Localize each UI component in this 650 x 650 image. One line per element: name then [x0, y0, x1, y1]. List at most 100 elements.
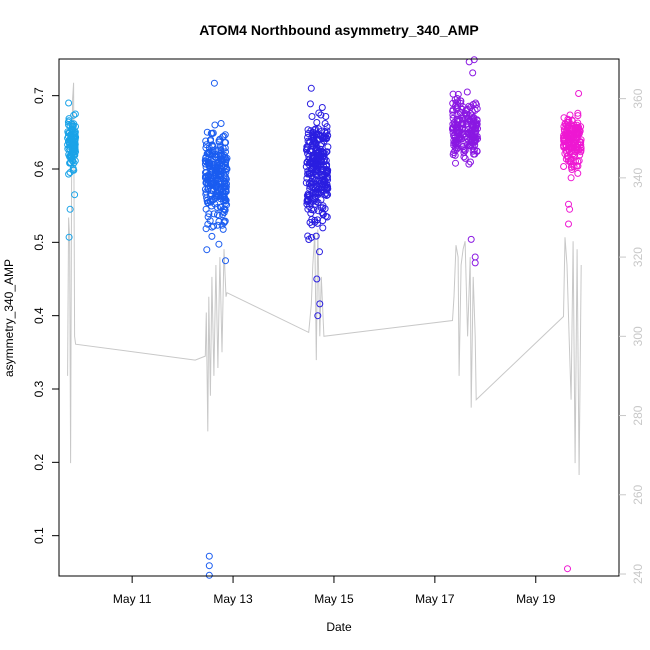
data-point	[208, 232, 216, 240]
data-point	[305, 170, 313, 178]
data-point	[221, 177, 229, 185]
data-point	[212, 150, 219, 158]
data-point	[458, 135, 466, 143]
data-point	[316, 248, 323, 256]
data-point	[206, 176, 214, 183]
data-point	[307, 127, 315, 135]
data-point-outlier	[567, 174, 575, 182]
data-point	[69, 126, 77, 133]
data-point	[461, 109, 469, 117]
data-point	[222, 197, 230, 205]
data-point	[321, 120, 329, 127]
data-point	[208, 177, 215, 185]
data-point	[314, 154, 322, 162]
data-point	[568, 161, 576, 169]
x-tick-label: May 17	[415, 592, 455, 606]
data-point	[215, 166, 223, 174]
data-point	[312, 156, 320, 164]
x-tick-label: May 13	[213, 592, 253, 606]
data-point	[576, 127, 584, 135]
data-point	[564, 123, 572, 131]
data-point	[70, 150, 78, 158]
data-point	[211, 121, 219, 129]
y-tick-label: 0.1	[32, 527, 46, 544]
data-point	[208, 141, 216, 149]
data-point	[65, 170, 73, 178]
data-point	[314, 207, 322, 215]
data-point	[309, 134, 317, 142]
data-point	[570, 163, 578, 171]
data-point	[65, 117, 73, 125]
series-5	[560, 90, 585, 573]
data-point-outlier	[222, 257, 229, 265]
data-point	[574, 169, 582, 177]
y-tick-label: 0.4	[32, 307, 46, 324]
y2-tick-label: 300	[631, 326, 645, 346]
data-point	[460, 153, 468, 161]
data-point	[449, 124, 457, 132]
data-point	[560, 137, 568, 145]
data-point	[202, 169, 209, 177]
series-2	[201, 79, 231, 579]
data-point	[461, 130, 469, 138]
data-point-outlier	[71, 191, 79, 199]
data-point	[65, 121, 72, 129]
data-point	[452, 159, 459, 167]
data-point	[449, 107, 457, 115]
data-point	[308, 113, 316, 120]
y-tick-label: 0.5	[32, 234, 46, 251]
data-point	[319, 224, 327, 232]
data-point	[308, 206, 316, 214]
data-point	[457, 97, 465, 105]
data-point-outlier	[307, 84, 315, 92]
data-point	[69, 166, 77, 174]
data-point-outlier	[65, 99, 73, 107]
data-point	[204, 213, 212, 221]
data-point	[460, 146, 468, 154]
data-point	[214, 221, 222, 229]
data-point	[568, 117, 576, 125]
data-point	[222, 159, 229, 167]
data-point	[322, 113, 330, 120]
data-point	[465, 160, 473, 168]
data-point	[203, 150, 211, 158]
series-1	[64, 99, 80, 241]
chart-title: ATOM4 Northbound asymmetry_340_AMP	[199, 22, 479, 38]
data-point	[217, 120, 225, 127]
data-point-outlier	[205, 562, 213, 570]
data-point	[471, 150, 479, 158]
data-point	[464, 117, 472, 125]
data-point	[222, 174, 230, 182]
data-point	[569, 138, 577, 146]
data-point	[575, 146, 583, 154]
data-point	[323, 184, 330, 192]
data-point-outlier	[205, 552, 213, 560]
data-point-outlier	[470, 56, 478, 64]
data-point	[220, 209, 228, 216]
data-point	[219, 225, 227, 233]
data-point	[312, 232, 320, 240]
data-point	[470, 130, 478, 138]
data-point	[564, 139, 572, 146]
y-tick-label: 0.2	[32, 454, 46, 471]
data-point	[453, 125, 460, 133]
y-tick-label: 0.6	[32, 160, 46, 177]
y2-tick-label: 320	[631, 247, 645, 267]
data-point	[569, 150, 577, 158]
data-point	[210, 160, 218, 168]
data-point	[202, 137, 210, 145]
data-point	[577, 123, 585, 131]
data-point	[305, 193, 313, 201]
data-point	[574, 112, 582, 120]
y-tick-label: 0.3	[32, 380, 46, 397]
data-point	[67, 137, 75, 145]
data-point	[324, 132, 332, 139]
data-point-outlier	[469, 69, 477, 77]
y-axis-left: 0.1 0.2 0.3 0.4 0.5 0.6 0.7	[32, 87, 59, 544]
data-point	[220, 132, 228, 140]
data-point	[574, 109, 582, 117]
data-point	[312, 189, 320, 197]
data-point	[318, 104, 326, 111]
x-axis: May 11 May 13 May 15 May 17 May 19	[113, 576, 556, 606]
y2-tick-label: 240	[631, 564, 645, 584]
